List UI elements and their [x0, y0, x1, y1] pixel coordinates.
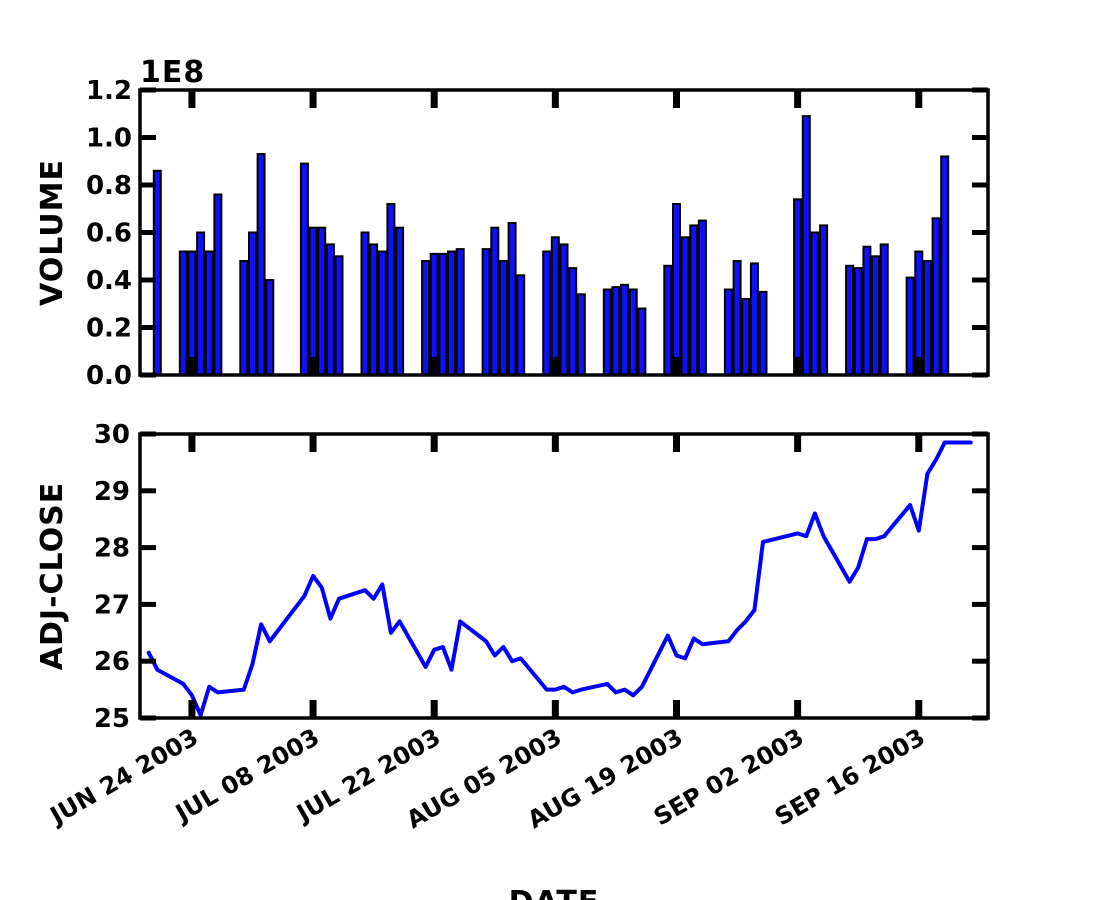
volume-bar: [697, 219, 707, 376]
volume-bar: [680, 236, 690, 377]
adj-close-y-tick-label: 26: [94, 647, 130, 677]
volume-bar: [239, 260, 249, 376]
volume-bar: [922, 260, 932, 376]
volume-bar: [879, 243, 889, 376]
volume-axes: 0.0 0.2 0.4 0.6 0.8 1.0 1.2 1E8 VOLUME: [35, 55, 990, 391]
volume-bar: [377, 250, 387, 376]
volume-bar: [447, 250, 456, 376]
volume-y-tick-label: 0.8: [86, 171, 132, 201]
volume-bar: [862, 245, 872, 376]
volume-bar: [421, 260, 431, 376]
volume-bar: [213, 193, 223, 376]
volume-bar: [628, 288, 638, 376]
adj-close-y-tick-label: 27: [94, 590, 130, 620]
volume-bar: [758, 290, 768, 376]
volume-bar: [905, 276, 915, 377]
volume-bar: [542, 250, 552, 376]
volume-bar: [507, 222, 517, 376]
volume-bar: [516, 274, 526, 377]
volume-bar: [369, 243, 379, 376]
adj-close-y-tick-label: 25: [94, 704, 130, 734]
volume-bar: [845, 264, 855, 377]
volume-bar: [793, 198, 803, 377]
volume-bar: [741, 298, 751, 376]
volume-bar: [395, 226, 405, 376]
volume-bar: [360, 231, 370, 376]
volume-bar: [325, 243, 335, 376]
volume-bar: [568, 267, 578, 377]
volume-bar: [810, 231, 820, 376]
volume-y-tick-label: 1.0: [86, 124, 132, 154]
volume-bar: [498, 260, 508, 376]
volume-bar: [196, 231, 206, 376]
volume-bar: [819, 224, 829, 376]
volume-bars: [152, 115, 950, 377]
volume-bar: [152, 169, 162, 377]
volume-bar: [299, 162, 309, 376]
volume-bar: [308, 226, 318, 376]
volume-bar: [931, 217, 941, 377]
volume-offset-label: 1E8: [140, 55, 205, 90]
adj-close-y-tick-label: 30: [94, 420, 130, 450]
volume-y-tick-label: 1.2: [86, 76, 132, 106]
volume-y-tick-label: 0.4: [86, 266, 132, 296]
volume-bar: [914, 250, 924, 376]
volume-bar: [481, 248, 491, 377]
volume-bar: [187, 250, 197, 376]
volume-bar: [256, 153, 266, 376]
adj-close-y-tick-label: 28: [94, 534, 130, 564]
volume-bar: [248, 231, 257, 376]
volume-bar: [689, 224, 699, 376]
volume-bar: [663, 264, 673, 377]
volume-bar: [265, 279, 275, 376]
volume-ticks: 0.0 0.2 0.4 0.6 0.8 1.0 1.2: [86, 76, 988, 391]
volume-bar: [749, 262, 759, 376]
volume-bar: [732, 260, 742, 376]
volume-bar: [386, 203, 396, 376]
volume-bar: [871, 255, 880, 377]
volume-bar: [940, 155, 950, 376]
volume-bar: [559, 243, 569, 376]
adj-close-line: [146, 440, 973, 718]
x-axis-label: DATE: [509, 885, 600, 900]
volume-bar: [611, 286, 621, 377]
volume-bar: [637, 307, 647, 376]
adj-close-y-tick-label: 29: [94, 477, 130, 507]
volume-bar: [602, 288, 612, 376]
volume-y-axis-label: VOLUME: [35, 159, 70, 306]
volume-y-tick-label: 0.6: [86, 219, 132, 249]
volume-y-tick-label: 0.0: [86, 361, 132, 391]
volume-bar: [317, 226, 327, 376]
volume-y-tick-label: 0.2: [86, 314, 132, 344]
volume-bar: [178, 250, 188, 376]
volume-axes-frame: [138, 88, 990, 377]
volume-bar: [438, 252, 448, 376]
volume-bar: [672, 203, 681, 376]
volume-bar: [801, 115, 811, 376]
adj-close-y-axis-label: ADJ-CLOSE: [35, 482, 70, 670]
adj-close-axes-frame: [138, 432, 990, 720]
volume-bar: [576, 293, 586, 377]
volume-bar: [853, 267, 863, 377]
volume-bar: [455, 248, 465, 377]
volume-bar: [204, 250, 214, 376]
volume-bar: [490, 226, 500, 376]
volume-bar: [334, 255, 344, 377]
volume-bar: [620, 283, 630, 377]
volume-bar: [550, 236, 560, 377]
volume-bar: [723, 288, 733, 376]
volume-bar: [429, 252, 439, 376]
